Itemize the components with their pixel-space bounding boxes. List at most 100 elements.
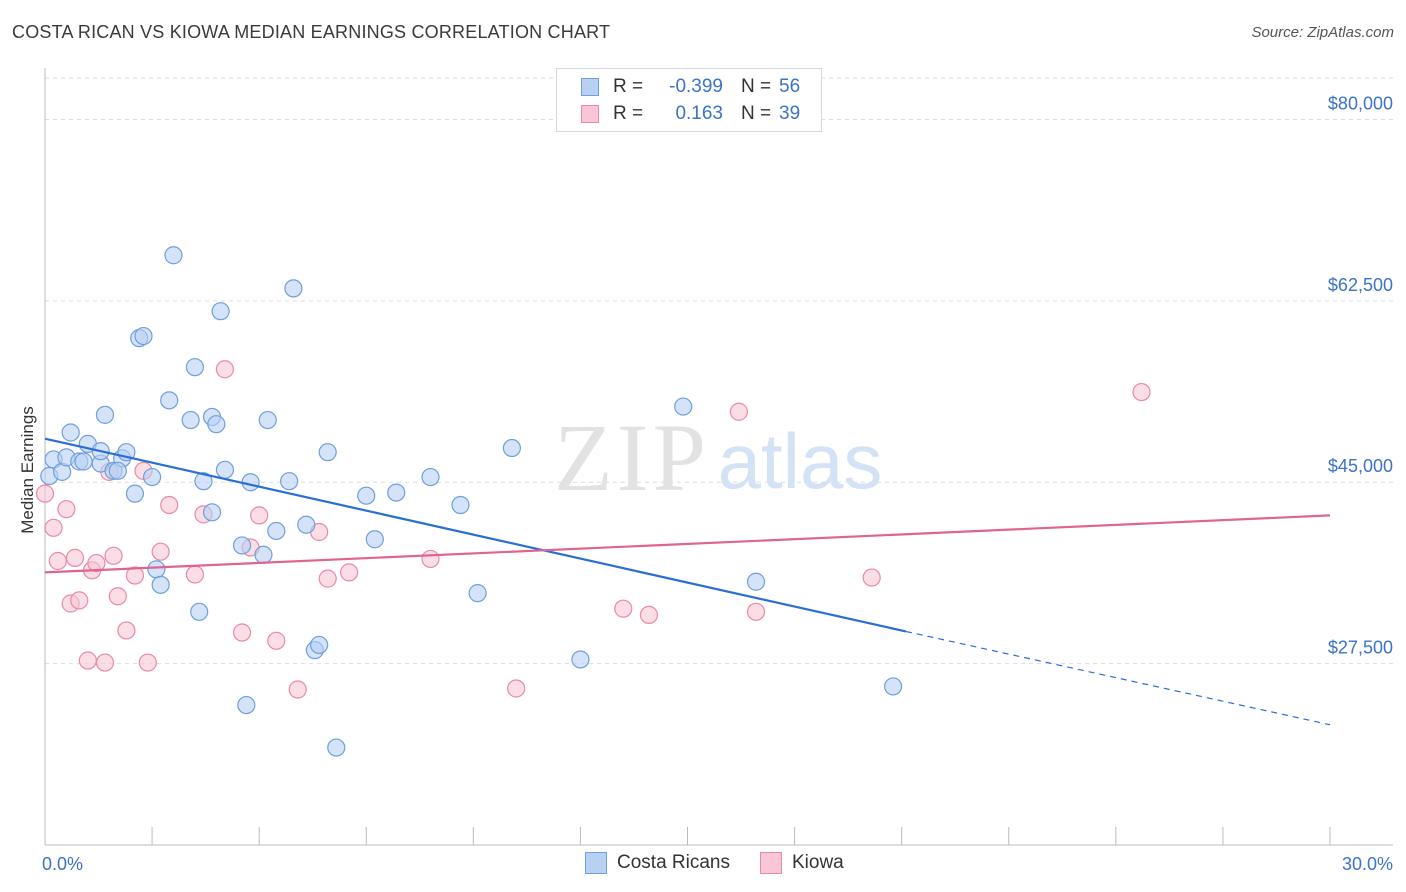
kiowa-point xyxy=(96,654,113,671)
kiowa-point xyxy=(508,680,525,697)
costa-ricans-point xyxy=(165,247,182,264)
correlation-legend: R = -0.399 N = 56 R = 0.163 N = 39 xyxy=(556,68,822,132)
costa-ricans-point xyxy=(242,474,259,491)
costa-ricans-point xyxy=(126,485,143,502)
legend-swatch-blue xyxy=(581,78,599,96)
kiowa-point xyxy=(105,547,122,564)
legend-item-costa-ricans[interactable]: Costa Ricans xyxy=(585,852,730,874)
costa-ricans-point xyxy=(75,453,92,470)
grid-lines xyxy=(45,78,1393,664)
series-legend: Costa Ricans Kiowa xyxy=(585,852,874,874)
kiowa-point xyxy=(289,681,306,698)
legend-n-value: 39 xyxy=(779,103,800,125)
legend-swatch-pink xyxy=(760,852,782,874)
costa-ricans-point xyxy=(259,412,276,429)
costa-ricans-point xyxy=(109,462,126,479)
costa-ricans-point xyxy=(208,416,225,433)
kiowa-point xyxy=(216,361,233,378)
costa-ricans-point xyxy=(191,603,208,620)
costa-ricans-point xyxy=(358,487,375,504)
kiowa-point xyxy=(49,553,66,570)
costa-ricans-point xyxy=(186,359,203,376)
costa-ricans-point xyxy=(144,469,161,486)
kiowa-point xyxy=(186,566,203,583)
costa-ricans-point xyxy=(328,739,345,756)
y-tick-labels: $27,500 $45,000 $62,500 $80,000 xyxy=(1328,93,1393,657)
costa-ricans-point xyxy=(298,516,315,533)
costa-ricans-point xyxy=(366,531,383,548)
legend-swatch-blue xyxy=(585,852,607,874)
costa-ricans-point xyxy=(62,424,79,441)
legend-n-value: 56 xyxy=(779,76,800,98)
y-axis-title: Median Earnings xyxy=(18,406,38,534)
kiowa-point xyxy=(109,588,126,605)
legend-n-label: N = xyxy=(741,103,779,125)
costa-ricans-point xyxy=(161,392,178,409)
kiowa-point xyxy=(234,624,251,641)
scatter-chart: ZIP atlas $27,500 $45,000 $62,500 $80,000 0… xyxy=(0,0,1406,892)
kiowa-point xyxy=(615,600,632,617)
costa-ricans-point xyxy=(503,440,520,457)
x-tick-label: 0.0% xyxy=(42,854,83,874)
kiowa-point xyxy=(640,606,657,623)
costa-ricans-trend-extension xyxy=(906,631,1330,724)
watermark-atlas: atlas xyxy=(718,417,883,505)
costa-ricans-point xyxy=(675,398,692,415)
kiowa-point xyxy=(45,519,62,536)
kiowa-point xyxy=(268,632,285,649)
kiowa-point xyxy=(730,403,747,420)
kiowa-point xyxy=(1133,384,1150,401)
costa-ricans-point xyxy=(452,497,469,514)
legend-r-label: R = xyxy=(613,103,653,125)
kiowa-point xyxy=(66,549,83,566)
costa-ricans-point xyxy=(234,537,251,554)
kiowa-point xyxy=(71,592,88,609)
costa-ricans-point xyxy=(204,504,221,521)
legend-row-kiowa: R = 0.163 N = 39 xyxy=(581,101,800,127)
costa-ricans-point xyxy=(182,412,199,429)
legend-r-value: 0.163 xyxy=(653,103,723,125)
costa-ricans-point xyxy=(388,484,405,501)
watermark-zip: ZIP xyxy=(554,404,710,511)
kiowa-point xyxy=(319,570,336,587)
costa-ricans-point xyxy=(572,651,589,668)
legend-item-kiowa[interactable]: Kiowa xyxy=(760,852,844,874)
kiowa-point xyxy=(748,603,765,620)
costa-ricans-point xyxy=(216,461,233,478)
costa-ricans-point xyxy=(319,444,336,461)
kiowa-point xyxy=(118,622,135,639)
legend-r-label: R = xyxy=(613,76,653,98)
costa-ricans-point xyxy=(748,573,765,590)
costa-ricans-point xyxy=(238,697,255,714)
kiowa-point xyxy=(79,652,96,669)
y-tick-label: $62,500 xyxy=(1328,275,1393,295)
watermark: ZIP atlas xyxy=(554,404,882,511)
costa-ricans-point xyxy=(285,280,302,297)
legend-label-kiowa: Kiowa xyxy=(792,852,844,874)
costa-ricans-point xyxy=(885,678,902,695)
costa-ricans-point xyxy=(422,469,439,486)
kiowa-point xyxy=(161,497,178,514)
legend-row-costa-ricans: R = -0.399 N = 56 xyxy=(581,74,800,100)
kiowa-point xyxy=(422,550,439,567)
y-tick-label: $27,500 xyxy=(1328,638,1393,658)
kiowa-point xyxy=(37,485,54,502)
costa-ricans-point xyxy=(152,576,169,593)
costa-ricans-point xyxy=(135,328,152,345)
x-tick-label: 30.0% xyxy=(1342,854,1393,874)
kiowa-point xyxy=(341,564,358,581)
legend-swatch-pink xyxy=(581,105,599,123)
kiowa-point xyxy=(863,569,880,586)
costa-ricans-point xyxy=(212,303,229,320)
y-tick-label: $80,000 xyxy=(1328,93,1393,113)
costa-ricans-point xyxy=(311,636,328,653)
kiowa-point xyxy=(152,543,169,560)
kiowa-point xyxy=(139,654,156,671)
kiowa-point xyxy=(58,501,75,518)
legend-n-label: N = xyxy=(741,76,779,98)
costa-ricans-point xyxy=(281,473,298,490)
costa-ricans-point xyxy=(96,406,113,423)
y-tick-label: $45,000 xyxy=(1328,456,1393,476)
legend-r-value: -0.399 xyxy=(653,76,723,98)
kiowa-point xyxy=(251,507,268,524)
